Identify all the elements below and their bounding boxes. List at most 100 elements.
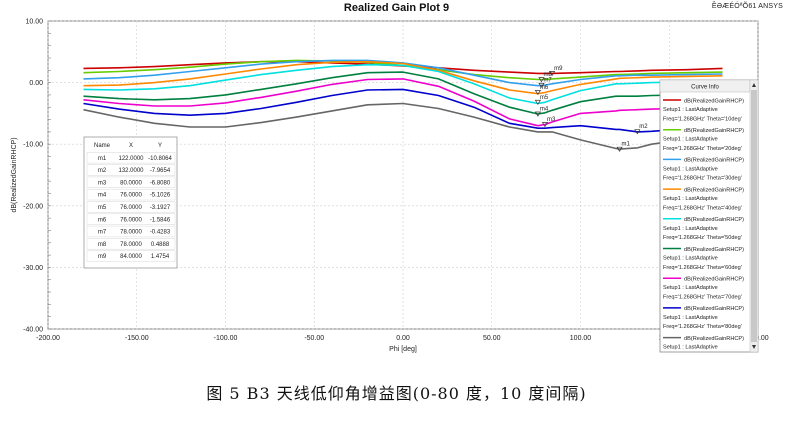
marker-table-cell: m1 xyxy=(98,156,107,162)
marker-glyph-m5 xyxy=(534,99,542,105)
marker-label-m3: m3 xyxy=(547,117,556,123)
marker-table-header: X xyxy=(129,143,133,149)
marker-table-row xyxy=(86,152,176,164)
marker-label-m5: m5 xyxy=(540,95,549,101)
legend-title: Curve Info xyxy=(691,85,719,91)
legend-detail-line: Setup1 : LastAdaptive xyxy=(663,345,718,351)
marker-label-m7: m7 xyxy=(543,78,552,84)
marker-table-cell: -10.8064 xyxy=(148,156,172,162)
legend-series-name: dB(RealizedGainRHCP) xyxy=(684,306,744,312)
marker-table-cell: 78.0000 xyxy=(120,230,142,236)
marker-table-row xyxy=(86,188,176,201)
marker-table-cell: -0.4283 xyxy=(150,230,171,236)
series-line-6 xyxy=(83,71,723,115)
series-line-5 xyxy=(83,63,723,105)
marker-table-row xyxy=(86,164,176,176)
marker-table-row xyxy=(86,201,176,213)
marker-label-m2: m2 xyxy=(639,124,648,130)
y-tick-label: -20.00 xyxy=(23,203,43,210)
marker-table-cell: m7 xyxy=(98,230,107,236)
marker-table-cell: m8 xyxy=(98,242,107,248)
legend-series-name: dB(RealizedGainRHCP) xyxy=(684,336,744,342)
figure-caption: 图 5 B3 天线低仰角增益图(0-80 度，10 度间隔) xyxy=(206,384,587,403)
series-line-8 xyxy=(83,88,723,133)
legend-detail-line: Setup1 : LastAdaptive xyxy=(663,315,718,321)
series-line-1 xyxy=(83,60,723,75)
marker-label-m1: m1 xyxy=(622,142,631,148)
scroll-thumb xyxy=(751,90,757,342)
legend-detail-line: Setup1 : LastAdaptive xyxy=(663,137,718,143)
marker-table-cell: m9 xyxy=(98,254,107,260)
legend-detail-line: Freq='1.268GHz' Theta='70deg' xyxy=(663,295,742,301)
marker-table-cell: 78.0000 xyxy=(120,242,142,248)
marker-table-cell: 0.4888 xyxy=(151,242,170,248)
chart-title: Realized Gain Plot 9 xyxy=(343,2,450,14)
realized-gain-plot: -200.00 -150.00 -100.00 -50.00 0.00 50.00 100.… xyxy=(11,19,769,354)
marker-table-cell: 76.0000 xyxy=(120,193,142,199)
marker-table-cell: -7.9654 xyxy=(150,168,171,174)
y-tick-label: -10.00 xyxy=(23,142,43,149)
scroll-down-icon xyxy=(752,345,756,349)
marker-table-cell: -1.5846 xyxy=(150,217,171,223)
marker-table-cell: -3.1927 xyxy=(150,205,171,211)
legend-detail-line: Setup1 : LastAdaptive xyxy=(663,256,718,262)
marker-label-m4: m4 xyxy=(540,107,549,113)
marker-table-cell: 76.0000 xyxy=(120,205,142,211)
legend-detail-line: Freq='1.268GHz' Theta='60deg' xyxy=(663,265,742,271)
legend-series-name: dB(RealizedGainRHCP) xyxy=(684,98,744,104)
y-tick-label: 10.00 xyxy=(25,19,43,26)
marker-table-row xyxy=(86,176,176,188)
series-line-3 xyxy=(83,59,723,87)
y-tick-label: 0.00 xyxy=(29,80,43,87)
marker-table-cell: m6 xyxy=(98,217,107,223)
series-group xyxy=(83,59,723,150)
marker-glyph-m6 xyxy=(534,90,542,96)
marker-table-row xyxy=(86,238,176,250)
marker-table xyxy=(83,136,178,269)
marker-table-cell: m4 xyxy=(98,193,107,199)
legend-detail-line: Freq='1.268GHz' Theta='30deg' xyxy=(663,176,742,182)
legend-detail-line: Setup1 : LastAdaptive xyxy=(663,285,718,291)
marker-table-cell: -6.8080 xyxy=(150,180,171,186)
marker-table-cell: 1.4754 xyxy=(151,254,170,260)
series-line-4 xyxy=(83,60,723,95)
y-axis-label: dB(RealizedGainRHCP) xyxy=(11,137,18,212)
x-tick-label: 0.00 xyxy=(396,335,410,342)
legend-detail-line: Setup1 : LastAdaptive xyxy=(663,226,718,232)
marker-table-row xyxy=(86,225,176,238)
marker-label-m9: m9 xyxy=(554,66,563,72)
legend-series-name: dB(RealizedGainRHCP) xyxy=(684,187,744,193)
marker-table-cell: 122.0000 xyxy=(118,156,144,162)
x-tick-label: -200.00 xyxy=(36,335,60,342)
x-axis-label: Phi [deg] xyxy=(389,346,417,353)
scroll-up-icon xyxy=(752,83,756,87)
marker-glyph-m4 xyxy=(534,111,542,117)
brand-logo: ȄƏÆÉÓªÕ61 ANSYS xyxy=(711,3,783,10)
legend-detail-line: Setup1 : LastAdaptive xyxy=(663,107,718,113)
legend-detail-line: Freq='1.268GHz' Theta='20deg' xyxy=(663,146,742,152)
legend-series-name: dB(RealizedGainRHCP) xyxy=(684,217,744,223)
marker-table-cell: 84.0000 xyxy=(120,254,142,260)
legend-detail-line: Freq='1.268GHz' Theta='80deg' xyxy=(663,324,742,330)
legend-panel xyxy=(659,79,759,353)
legend-detail-line: Freq='1.268GHz' Theta='40deg' xyxy=(663,205,742,211)
marker-table-header: Name xyxy=(94,143,111,149)
series-line-9 xyxy=(83,102,723,150)
legend-detail-line: Setup1 : LastAdaptive xyxy=(663,196,718,202)
y-tick-label: -30.00 xyxy=(23,265,43,272)
legend-detail-line: Freq='1.268GHz' Theta='10deg' xyxy=(663,116,742,122)
x-tick-label: -100.00 xyxy=(214,335,238,342)
marker-glyph-m3 xyxy=(541,122,549,128)
marker-glyph-m9 xyxy=(548,71,556,77)
legend-series-name: dB(RealizedGainRHCP) xyxy=(684,247,744,253)
marker-glyph-m7 xyxy=(538,82,545,88)
legend-series-name: dB(RealizedGainRHCP) xyxy=(684,158,744,164)
marker-label-m6: m6 xyxy=(540,85,549,91)
marker-table-row xyxy=(86,250,176,262)
x-tick-label: 50.00 xyxy=(483,335,501,342)
marker-table-cell: 80.0000 xyxy=(120,180,142,186)
legend-series-name: dB(RealizedGainRHCP) xyxy=(684,277,744,283)
x-tick-label: -50.00 xyxy=(304,335,324,342)
marker-table-header: Y xyxy=(158,143,162,149)
legend-detail-line: Freq='1.268GHz' Theta='50deg' xyxy=(663,235,742,241)
